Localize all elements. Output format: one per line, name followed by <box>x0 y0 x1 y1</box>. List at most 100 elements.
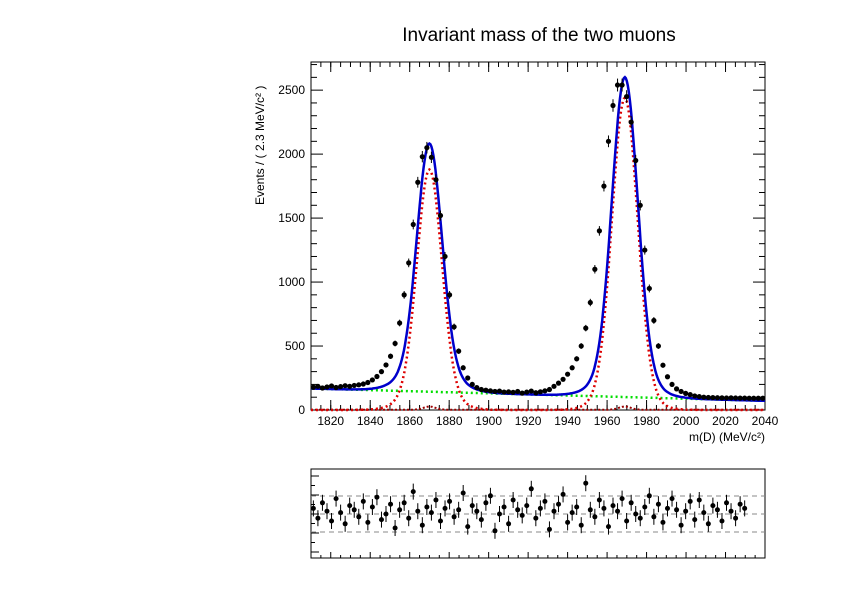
pull-point <box>714 507 720 513</box>
pull-point <box>619 496 625 502</box>
pull-point <box>687 498 693 504</box>
data-point <box>347 383 353 389</box>
data-point <box>737 395 743 401</box>
pull-point <box>410 489 416 495</box>
pull-point <box>392 525 398 531</box>
data-point <box>537 389 543 395</box>
pull-point <box>460 490 466 496</box>
pull-point <box>506 521 512 527</box>
pull-point <box>487 493 493 499</box>
data-point <box>483 387 489 393</box>
pull-point <box>724 500 730 506</box>
data-point <box>469 381 475 388</box>
x-tick-label: 1940 <box>554 414 581 428</box>
data-point <box>397 320 403 326</box>
data-point <box>760 395 766 401</box>
pull-point <box>433 497 439 503</box>
pull-point <box>592 514 598 520</box>
pull-point <box>637 515 643 521</box>
data-point <box>742 395 748 401</box>
data-point <box>333 384 339 391</box>
data-point <box>542 388 548 394</box>
y-tick-label: 0 <box>298 403 305 417</box>
data-point <box>619 82 625 88</box>
pull-point <box>347 503 353 509</box>
pull-point <box>646 493 652 499</box>
data-point <box>555 380 562 386</box>
data-point <box>624 93 630 100</box>
pull-point <box>737 501 743 507</box>
data-point <box>705 394 711 401</box>
data-point <box>751 395 757 401</box>
data-point <box>496 388 503 394</box>
data-point <box>646 285 652 292</box>
data-point <box>728 395 734 401</box>
data-point <box>505 389 512 395</box>
data-point <box>692 393 698 399</box>
pull-point <box>474 508 480 514</box>
data-point <box>574 356 580 362</box>
pull-point <box>469 503 475 509</box>
pull-point <box>401 500 407 506</box>
y-tick-label: 1500 <box>278 211 305 225</box>
pull-point <box>574 504 580 510</box>
pull-point <box>733 515 739 521</box>
data-point <box>587 299 593 306</box>
data-point <box>428 154 435 160</box>
pull-point <box>578 522 584 528</box>
pull-point <box>551 508 557 514</box>
data-point <box>578 343 584 349</box>
data-point <box>456 348 462 354</box>
pull-points <box>310 475 748 539</box>
data-point <box>565 371 571 377</box>
data-point <box>460 365 466 371</box>
y-tick-label: 2000 <box>278 147 305 161</box>
pull-point <box>378 517 384 523</box>
pull-point <box>451 514 457 520</box>
pull-point <box>565 519 571 525</box>
pull-point <box>483 500 489 506</box>
data-point <box>642 247 648 253</box>
data-point <box>319 385 326 391</box>
pull-point <box>556 501 562 507</box>
pull-point <box>542 498 548 504</box>
data-point <box>387 353 394 359</box>
data-point <box>524 389 530 395</box>
pull-point <box>533 515 539 521</box>
pull-point <box>360 498 366 504</box>
data-point <box>605 138 612 144</box>
data-point <box>569 365 575 371</box>
x-tick-label: 1900 <box>475 414 502 428</box>
pull-point <box>569 510 575 516</box>
data-point <box>528 388 534 394</box>
pull-point <box>615 508 621 514</box>
pull-point <box>351 507 357 513</box>
pull-point <box>442 505 448 511</box>
data-point <box>515 388 521 395</box>
data-point <box>365 379 371 386</box>
pull-point <box>728 508 734 514</box>
pull-point <box>696 497 702 503</box>
data-point <box>651 317 657 324</box>
data-point <box>374 373 380 380</box>
data-point <box>673 386 680 392</box>
data-point <box>501 389 507 395</box>
data-point <box>478 386 484 393</box>
pull-point <box>605 524 611 530</box>
pull-point <box>674 507 680 513</box>
pull-point <box>447 498 453 504</box>
pull-point <box>324 508 330 514</box>
data-point <box>378 369 385 375</box>
data-point <box>714 395 721 401</box>
pull-point <box>428 510 434 516</box>
y-tick-label: 1000 <box>278 275 305 289</box>
pull-point <box>628 500 634 506</box>
total-fit-curve <box>311 75 766 403</box>
data-point <box>419 154 425 160</box>
pull-point <box>660 519 666 525</box>
data-point <box>633 157 639 164</box>
data-point <box>610 102 616 109</box>
data-point <box>406 260 412 266</box>
data-point <box>415 179 421 185</box>
pull-point <box>492 528 498 534</box>
